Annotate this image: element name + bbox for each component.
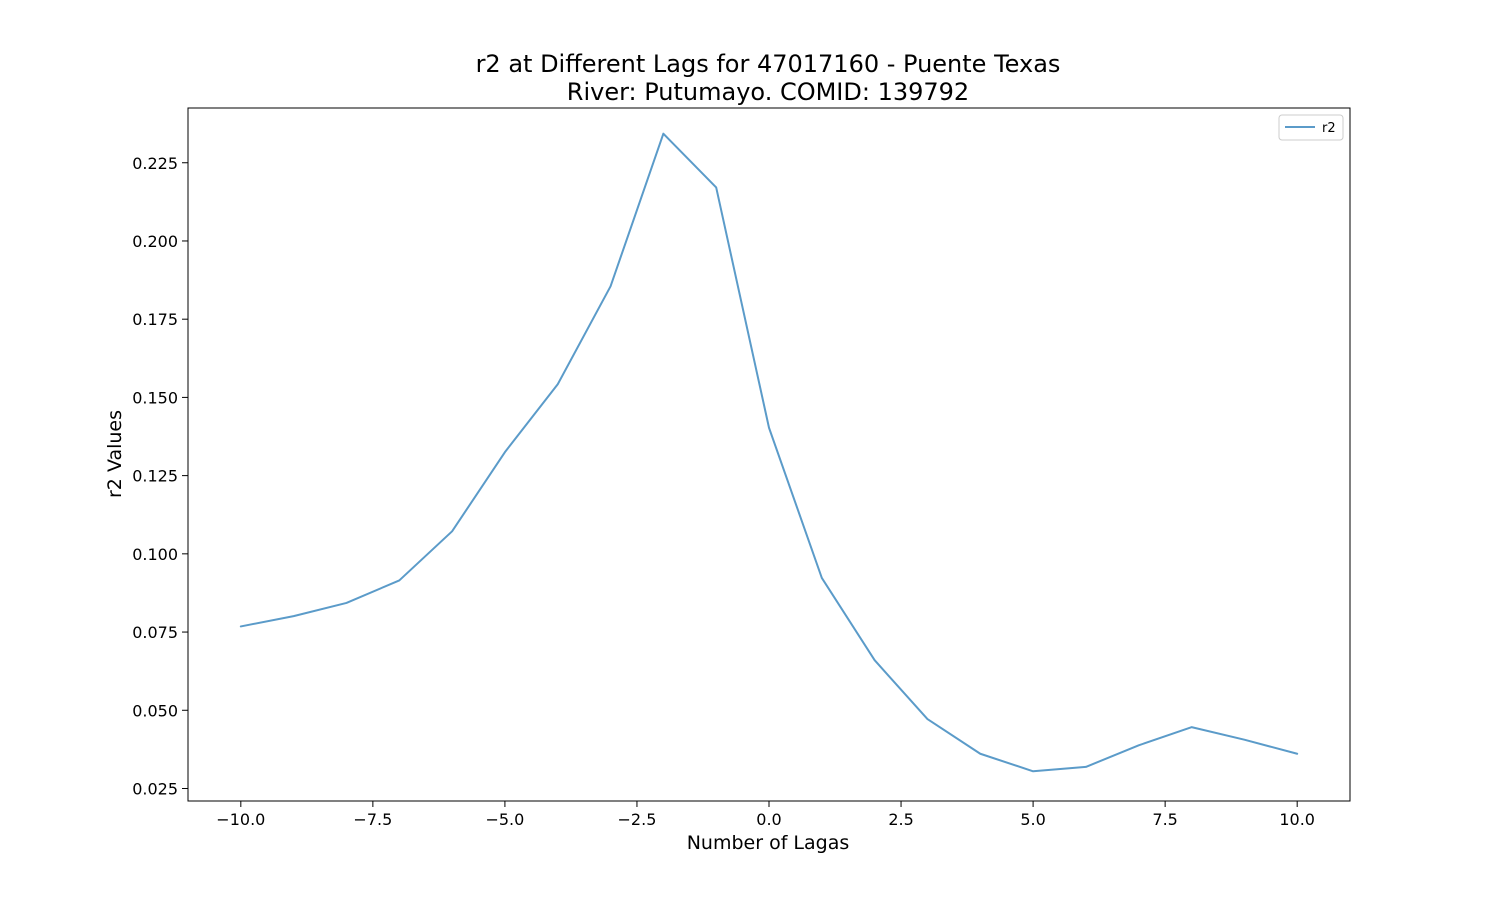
x-axis-label: Number of Lagas <box>687 832 850 854</box>
plot-area-frame <box>187 107 1351 802</box>
x-tick-label: −7.5 <box>353 810 392 829</box>
legend: r2 <box>1278 114 1344 141</box>
y-tick-label: 0.125 <box>132 467 178 486</box>
x-tick-label: −5.0 <box>485 810 524 829</box>
x-tick-label: 7.5 <box>1152 810 1177 829</box>
y-tick-label: 0.075 <box>132 623 178 642</box>
x-tick-label: 5.0 <box>1020 810 1045 829</box>
series-layer <box>239 132 1299 773</box>
y-tick-label: 0.200 <box>132 232 178 251</box>
legend-label-r2: r2 <box>1322 121 1336 136</box>
x-tick-label: 0.0 <box>756 810 781 829</box>
x-axis-ticks: −10.0 −7.5 −5.0 −2.5 0.0 2.5 5.0 7.5 10.0 <box>216 801 1315 829</box>
x-tick-label: −2.5 <box>618 810 657 829</box>
y-tick-label: 0.225 <box>132 154 178 173</box>
y-axis-label: r2 Values <box>104 410 126 498</box>
series-line-r2 <box>239 132 1299 773</box>
x-tick-label: 10.0 <box>1279 810 1315 829</box>
y-tick-label: 0.175 <box>132 310 178 329</box>
y-tick-label: 0.100 <box>132 545 178 564</box>
y-tick-label: 0.025 <box>132 779 178 798</box>
chart-title-line1: r2 at Different Lags for 47017160 - Puen… <box>476 50 1061 78</box>
y-axis-ticks: 0.025 0.050 0.075 0.100 0.125 0.150 0.175 0.200… <box>132 154 188 798</box>
x-tick-label: −10.0 <box>216 810 265 829</box>
y-tick-label: 0.150 <box>132 388 178 407</box>
x-tick-label: 2.5 <box>888 810 913 829</box>
chart-title-line2: River: Putumayo. COMID: 139792 <box>567 78 969 106</box>
y-tick-label: 0.050 <box>132 701 178 720</box>
